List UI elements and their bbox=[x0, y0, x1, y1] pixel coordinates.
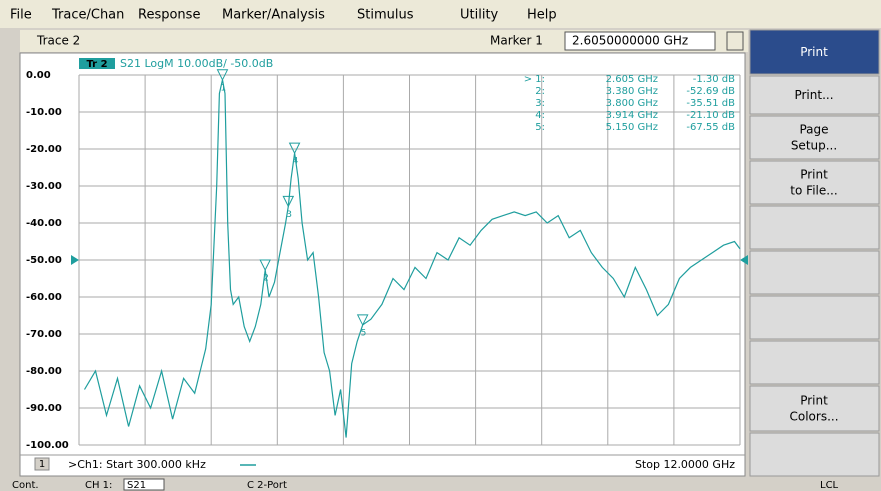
softkey[interactable] bbox=[749, 250, 880, 295]
menu-item[interactable]: Marker/Analysis bbox=[222, 8, 325, 23]
marker-triangle bbox=[288, 142, 301, 155]
marker-triangle bbox=[356, 314, 369, 327]
menu-item[interactable]: File bbox=[10, 8, 32, 23]
status-param-box bbox=[123, 478, 165, 491]
softkey-label[interactable]: to File... bbox=[790, 184, 837, 198]
status-channel: CH 1: bbox=[85, 480, 112, 491]
trace bbox=[83, 79, 741, 438]
softkey[interactable] bbox=[749, 340, 880, 385]
y-tick-label: -90.00 bbox=[26, 403, 62, 414]
status-param: S21 bbox=[127, 480, 146, 491]
y-tick-label: -10.00 bbox=[26, 107, 62, 118]
marker-row-freq: 3.914 GHz bbox=[606, 110, 658, 121]
softkey-label[interactable]: Print... bbox=[794, 88, 833, 102]
marker-row-freq: 2.605 GHz bbox=[606, 74, 658, 85]
trace-tag-bg bbox=[79, 58, 115, 69]
softkey[interactable] bbox=[749, 160, 880, 205]
marker-row-value: -1.30 dB bbox=[693, 74, 735, 85]
menu-item[interactable]: Utility bbox=[460, 8, 499, 23]
marker-triangle bbox=[259, 259, 271, 272]
start-label: >Ch1: Start 300.000 kHz bbox=[68, 458, 206, 471]
trace-title: S21 LogM 10.00dB/ -50.0dB bbox=[120, 57, 273, 70]
marker-row-freq: 5.150 GHz bbox=[606, 122, 658, 133]
softkey-label[interactable]: Print bbox=[800, 168, 828, 182]
ref-arrow-left bbox=[71, 255, 79, 265]
menu-bar bbox=[0, 0, 881, 28]
status-mode: Cont. bbox=[12, 480, 39, 491]
marker-row-label: 3: bbox=[535, 98, 545, 109]
softkey-label[interactable]: Colors... bbox=[789, 410, 838, 424]
softkey[interactable] bbox=[749, 432, 880, 477]
marker-number: 1 bbox=[220, 83, 226, 93]
softkey-label[interactable]: Setup... bbox=[791, 139, 837, 153]
marker-row-freq: 3.800 GHz bbox=[606, 98, 658, 109]
marker-row-label: > 1: bbox=[524, 74, 545, 85]
marker-input[interactable] bbox=[564, 31, 716, 51]
y-tick-label: 0.00 bbox=[26, 70, 51, 81]
softkey-label[interactable]: Page bbox=[799, 123, 828, 137]
channel-box bbox=[34, 457, 50, 471]
softkey[interactable] bbox=[749, 205, 880, 250]
softkey[interactable] bbox=[749, 29, 880, 75]
marker-row-value: -67.55 dB bbox=[686, 122, 735, 133]
y-tick-label: -60.00 bbox=[26, 292, 62, 303]
menu-item[interactable]: Help bbox=[527, 8, 557, 23]
marker-triangle bbox=[282, 195, 295, 208]
stop-label: Stop 12.0000 GHz bbox=[635, 458, 735, 471]
menu-item[interactable]: Stimulus bbox=[357, 8, 414, 23]
marker-row-freq: 3.380 GHz bbox=[606, 86, 658, 97]
softkey-label[interactable]: Print bbox=[800, 45, 828, 59]
marker-number: 5 bbox=[361, 328, 367, 338]
y-tick-label: -30.00 bbox=[26, 181, 62, 192]
chart-frame bbox=[19, 52, 746, 477]
y-tick-label: -80.00 bbox=[26, 366, 62, 377]
menu-item[interactable]: Response bbox=[138, 8, 200, 23]
status-ref: LCL bbox=[820, 480, 839, 491]
softkey-label[interactable]: Print bbox=[800, 394, 828, 408]
trace-name: Trace 2 bbox=[36, 34, 80, 48]
y-tick-label: -100.00 bbox=[26, 440, 69, 451]
y-tick-label: -70.00 bbox=[26, 329, 62, 340]
marker-number: 4 bbox=[293, 157, 299, 167]
marker-row-value: -35.51 dB bbox=[686, 98, 735, 109]
marker-row-value: -52.69 dB bbox=[686, 86, 735, 97]
menu-item[interactable]: Trace/Chan bbox=[51, 8, 124, 23]
spinner[interactable] bbox=[726, 31, 744, 51]
softkey[interactable] bbox=[749, 385, 880, 432]
trace-tag: Tr 2 bbox=[86, 59, 107, 70]
y-tick-label: -50.00 bbox=[26, 255, 62, 266]
marker-number: 2 bbox=[263, 273, 269, 283]
marker-triangle bbox=[216, 69, 229, 81]
status-bar bbox=[0, 478, 881, 491]
marker-row-label: 2: bbox=[535, 86, 545, 97]
marker-number: 3 bbox=[286, 210, 292, 220]
ref-arrow-right bbox=[740, 255, 748, 265]
marker-value[interactable]: 2.6050000000 GHz bbox=[572, 34, 688, 48]
status-cal: C 2-Port bbox=[247, 480, 287, 491]
marker-row-value: -21.10 dB bbox=[686, 110, 735, 121]
softkey[interactable] bbox=[749, 115, 880, 160]
softkey[interactable] bbox=[749, 75, 880, 115]
marker-row-label: 4: bbox=[535, 110, 545, 121]
marker-label: Marker 1 bbox=[490, 34, 543, 48]
channel-number: 1 bbox=[39, 459, 45, 470]
y-tick-label: -40.00 bbox=[26, 218, 62, 229]
marker-row-label: 5: bbox=[535, 122, 545, 133]
softkey[interactable] bbox=[749, 295, 880, 340]
y-tick-label: -20.00 bbox=[26, 144, 62, 155]
